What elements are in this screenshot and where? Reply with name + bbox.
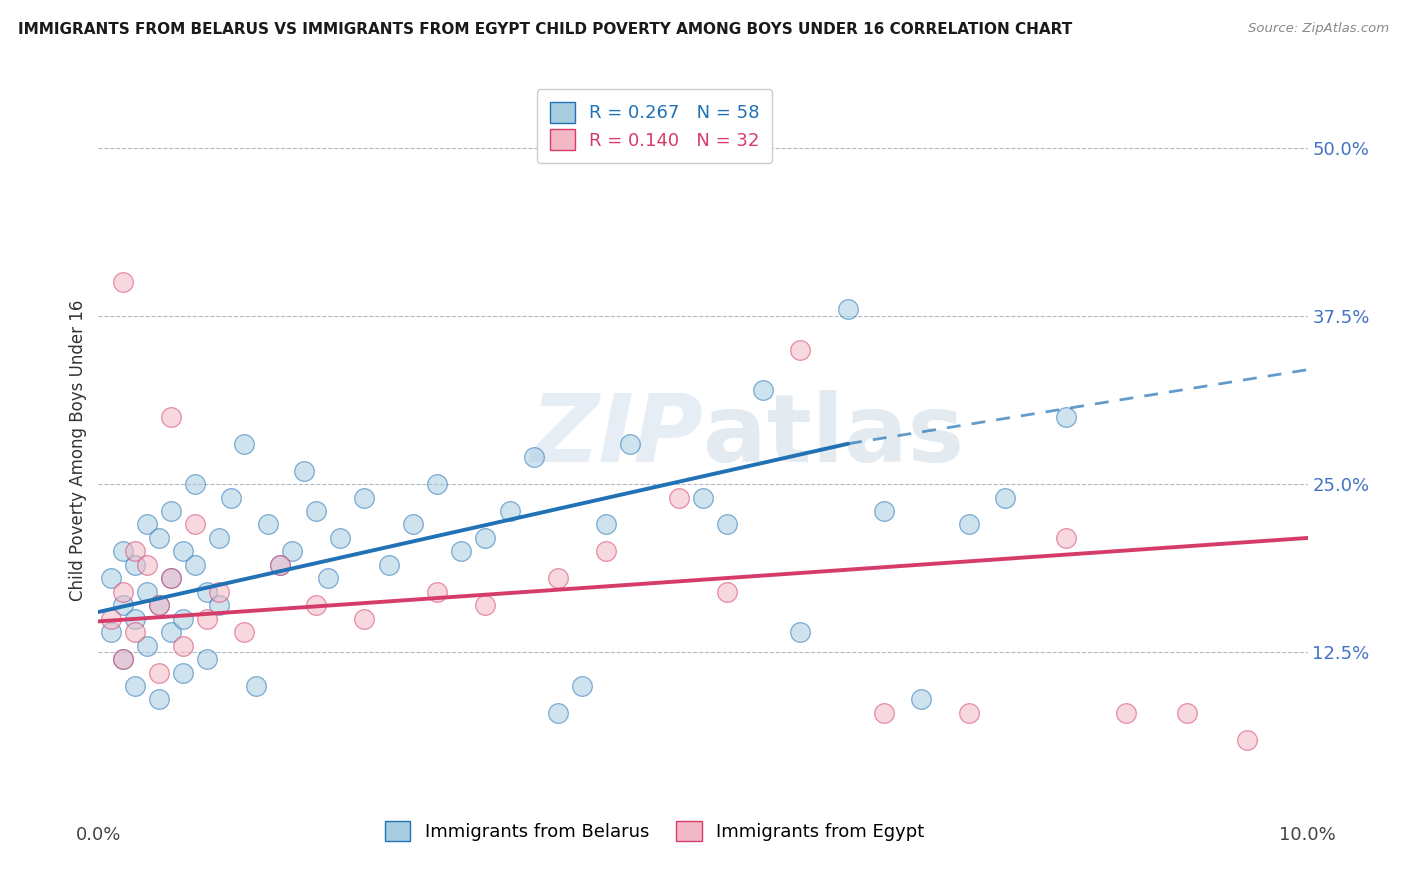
Point xyxy=(184,477,207,491)
Text: IMMIGRANTS FROM BELARUS VS IMMIGRANTS FROM EGYPT CHILD POVERTY AMONG BOYS UNDER : IMMIGRANTS FROM BELARUS VS IMMIGRANTS FR… xyxy=(18,22,1073,37)
Point xyxy=(245,679,267,693)
Point xyxy=(619,436,641,450)
Point xyxy=(873,706,896,720)
Point xyxy=(135,558,157,572)
Point xyxy=(837,302,859,317)
Point xyxy=(160,409,183,424)
Point xyxy=(377,558,399,572)
Point xyxy=(910,692,932,706)
Point xyxy=(692,491,714,505)
Point xyxy=(172,612,194,626)
Point xyxy=(148,531,170,545)
Point xyxy=(716,584,738,599)
Point xyxy=(100,571,122,585)
Point xyxy=(994,491,1017,505)
Point xyxy=(148,665,170,680)
Point xyxy=(329,531,352,545)
Point xyxy=(316,571,339,585)
Point xyxy=(124,558,146,572)
Point xyxy=(100,625,122,640)
Point xyxy=(1054,531,1077,545)
Y-axis label: Child Poverty Among Boys Under 16: Child Poverty Among Boys Under 16 xyxy=(69,300,87,601)
Point xyxy=(195,652,218,666)
Point xyxy=(208,599,231,613)
Point xyxy=(523,450,546,465)
Point xyxy=(957,706,980,720)
Point xyxy=(208,584,231,599)
Point xyxy=(195,584,218,599)
Point xyxy=(148,599,170,613)
Point xyxy=(232,436,254,450)
Point xyxy=(426,584,449,599)
Point xyxy=(111,275,134,289)
Point xyxy=(135,639,157,653)
Point xyxy=(124,679,146,693)
Point xyxy=(208,531,231,545)
Point xyxy=(716,517,738,532)
Point xyxy=(111,584,134,599)
Point xyxy=(221,491,243,505)
Point xyxy=(547,571,569,585)
Point xyxy=(292,464,315,478)
Point xyxy=(172,665,194,680)
Point xyxy=(474,531,496,545)
Point xyxy=(256,517,278,532)
Point xyxy=(1054,409,1077,424)
Point xyxy=(124,544,146,558)
Point xyxy=(305,504,328,518)
Point xyxy=(269,558,291,572)
Text: atlas: atlas xyxy=(703,390,965,482)
Point xyxy=(450,544,472,558)
Point xyxy=(184,558,207,572)
Point xyxy=(1175,706,1198,720)
Point xyxy=(498,504,520,518)
Point xyxy=(172,639,194,653)
Point xyxy=(232,625,254,640)
Point xyxy=(172,544,194,558)
Point xyxy=(547,706,569,720)
Point xyxy=(281,544,304,558)
Point xyxy=(752,383,775,397)
Point xyxy=(1236,732,1258,747)
Point xyxy=(668,491,690,505)
Point xyxy=(111,544,134,558)
Legend: Immigrants from Belarus, Immigrants from Egypt: Immigrants from Belarus, Immigrants from… xyxy=(374,810,935,853)
Point xyxy=(474,599,496,613)
Point xyxy=(305,599,328,613)
Point xyxy=(1115,706,1137,720)
Point xyxy=(353,491,375,505)
Point xyxy=(789,343,811,357)
Point xyxy=(595,544,617,558)
Point xyxy=(184,517,207,532)
Point xyxy=(957,517,980,532)
Point xyxy=(124,612,146,626)
Point xyxy=(111,652,134,666)
Point xyxy=(135,517,157,532)
Point xyxy=(353,612,375,626)
Point xyxy=(789,625,811,640)
Point xyxy=(160,625,183,640)
Point xyxy=(124,625,146,640)
Point xyxy=(595,517,617,532)
Point xyxy=(148,599,170,613)
Point xyxy=(402,517,425,532)
Point xyxy=(426,477,449,491)
Point xyxy=(571,679,593,693)
Text: Source: ZipAtlas.com: Source: ZipAtlas.com xyxy=(1249,22,1389,36)
Point xyxy=(135,584,157,599)
Point xyxy=(195,612,218,626)
Point xyxy=(160,504,183,518)
Point xyxy=(873,504,896,518)
Text: ZIP: ZIP xyxy=(530,390,703,482)
Point xyxy=(100,612,122,626)
Point xyxy=(269,558,291,572)
Point xyxy=(160,571,183,585)
Point xyxy=(111,652,134,666)
Point xyxy=(148,692,170,706)
Point xyxy=(111,599,134,613)
Point xyxy=(160,571,183,585)
